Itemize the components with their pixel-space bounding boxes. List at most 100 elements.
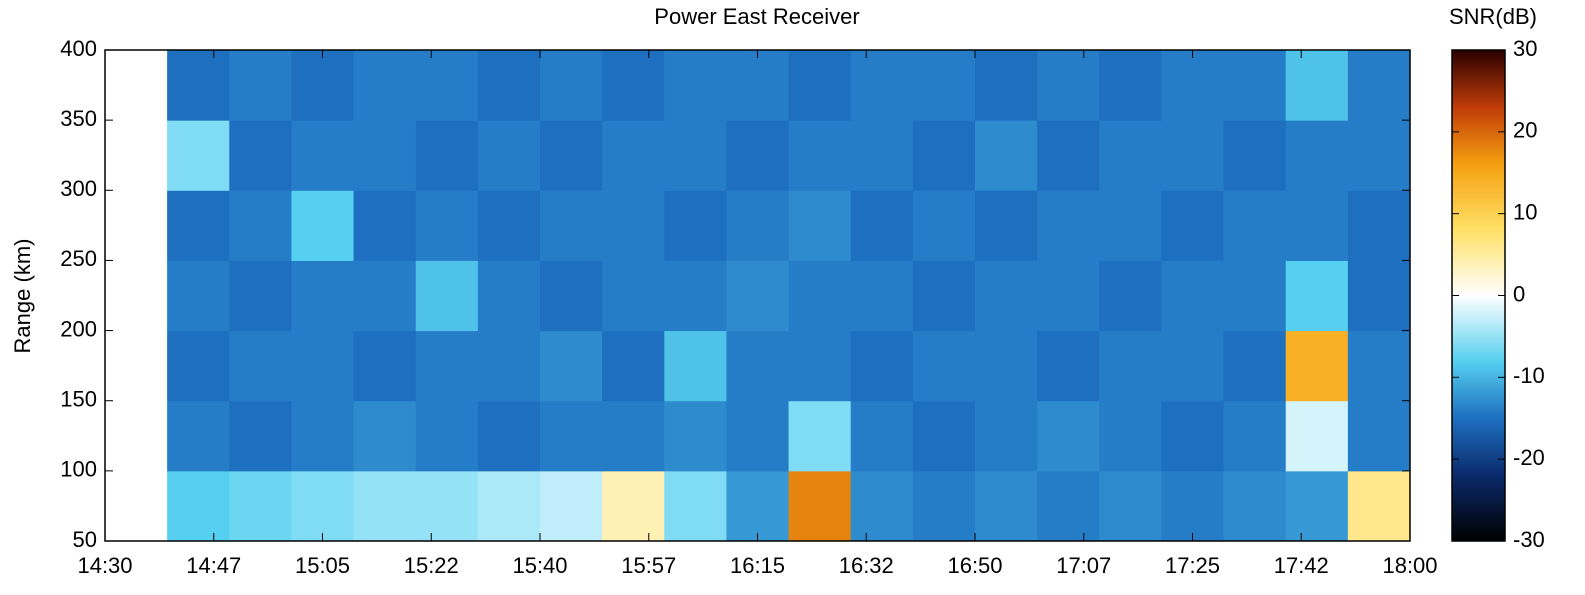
heatmap-cell xyxy=(291,331,354,402)
heatmap-cell xyxy=(1224,331,1287,402)
x-tick-label: 17:42 xyxy=(1274,553,1329,578)
y-tick-label: 400 xyxy=(60,36,97,61)
heatmap-cell xyxy=(167,401,230,472)
heatmap-cell xyxy=(851,331,914,402)
y-tick-label: 50 xyxy=(73,527,97,552)
heatmap-cell xyxy=(1037,190,1100,261)
heatmap-cell xyxy=(1286,260,1349,331)
heatmap-cell xyxy=(726,260,789,331)
heatmap-cell xyxy=(291,120,354,191)
heatmap-cell xyxy=(540,260,603,331)
x-tick-label: 18:00 xyxy=(1382,553,1437,578)
heatmap-cell xyxy=(975,120,1038,191)
heatmap-cell xyxy=(913,331,976,402)
heatmap-cell xyxy=(1099,50,1162,121)
colorbar-tick-label: 0 xyxy=(1513,281,1525,306)
heatmap-cell xyxy=(540,331,603,402)
heatmap-cell xyxy=(1348,260,1411,331)
heatmap-cell xyxy=(416,50,479,121)
heatmap-cell xyxy=(602,120,665,191)
heatmap-cell xyxy=(291,471,354,542)
heatmap-cell xyxy=(416,401,479,472)
heatmap-cell xyxy=(602,190,665,261)
heatmap-cell xyxy=(478,260,541,331)
heatmap-cell xyxy=(664,471,727,542)
y-tick-label: 350 xyxy=(60,106,97,131)
heatmap-cell xyxy=(1161,331,1224,402)
heatmap-cell xyxy=(478,120,541,191)
heatmap-cell xyxy=(229,190,292,261)
heatmap-cell xyxy=(913,190,976,261)
heatmap-cell xyxy=(602,401,665,472)
heatmap-cell xyxy=(975,401,1038,472)
heatmap-cell xyxy=(726,401,789,472)
y-tick-label: 250 xyxy=(60,246,97,271)
heatmap-cell xyxy=(167,50,230,121)
heatmap-cell xyxy=(1099,331,1162,402)
heatmap-cell xyxy=(229,120,292,191)
heatmap-cell xyxy=(1348,401,1411,472)
heatmap-cell xyxy=(1224,120,1287,191)
y-axis-label: Range (km) xyxy=(10,239,35,354)
colorbar-tick-label: 30 xyxy=(1513,36,1537,61)
heatmap-cell xyxy=(1099,401,1162,472)
heatmap-cell xyxy=(664,120,727,191)
y-tick-label: 300 xyxy=(60,176,97,201)
heatmap-cell xyxy=(1348,190,1411,261)
colorbar-tick-label: 20 xyxy=(1513,118,1537,143)
heatmap-cell xyxy=(354,190,417,261)
heatmap-cell xyxy=(1286,50,1349,121)
heatmap-cell xyxy=(229,471,292,542)
heatmap-cell xyxy=(354,471,417,542)
heatmap-cell xyxy=(1161,471,1224,542)
heatmap-cell xyxy=(664,50,727,121)
heatmap-cell xyxy=(664,260,727,331)
heatmap-cell xyxy=(1161,50,1224,121)
heatmap-cell xyxy=(726,190,789,261)
heatmap-cell xyxy=(229,50,292,121)
heatmap-cell xyxy=(602,331,665,402)
heatmap-cell xyxy=(1286,331,1349,402)
heatmap-cell xyxy=(789,471,852,542)
heatmap-cell xyxy=(1224,471,1287,542)
heatmap-cell xyxy=(1286,190,1349,261)
colorbar-tick-label: 10 xyxy=(1513,199,1537,224)
heatmap-cell xyxy=(540,50,603,121)
heatmap-cell xyxy=(167,190,230,261)
x-tick-label: 15:40 xyxy=(512,553,567,578)
heatmap-cell xyxy=(1099,260,1162,331)
heatmap-cell xyxy=(229,260,292,331)
heatmap-cell xyxy=(540,120,603,191)
heatmap-cell xyxy=(851,471,914,542)
heatmap-cell xyxy=(602,471,665,542)
heatmap-cell xyxy=(478,401,541,472)
heatmap-cell xyxy=(664,331,727,402)
heatmap-cell xyxy=(789,120,852,191)
heatmap-cell xyxy=(1161,190,1224,261)
x-tick-label: 16:50 xyxy=(947,553,1002,578)
heatmap-cell xyxy=(478,471,541,542)
heatmap-cell xyxy=(167,471,230,542)
y-tick-label: 150 xyxy=(60,387,97,412)
heatmap-cell xyxy=(291,190,354,261)
heatmap-cell xyxy=(354,260,417,331)
heatmap-cell xyxy=(789,190,852,261)
heatmap-cell xyxy=(1037,120,1100,191)
heatmap-cell xyxy=(478,331,541,402)
colorbar-tick-label: -30 xyxy=(1513,527,1545,552)
heatmap-cell xyxy=(354,120,417,191)
heatmap-cell xyxy=(291,50,354,121)
x-tick-label: 15:22 xyxy=(404,553,459,578)
heatmap-cell xyxy=(913,401,976,472)
heatmap-cell xyxy=(975,50,1038,121)
heatmap-cell xyxy=(478,50,541,121)
heatmap-cell xyxy=(851,50,914,121)
heatmap-cell xyxy=(1037,260,1100,331)
heatmap-cell xyxy=(416,120,479,191)
heatmap-cell xyxy=(540,471,603,542)
heatmap-cell xyxy=(1286,471,1349,542)
heatmap-cell xyxy=(1224,401,1287,472)
y-tick-label: 200 xyxy=(60,316,97,341)
heatmap-cell xyxy=(167,120,230,191)
heatmap-cell xyxy=(354,401,417,472)
